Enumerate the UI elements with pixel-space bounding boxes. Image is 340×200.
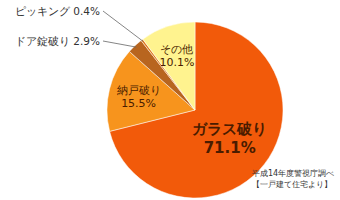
value-label: 0.4%	[73, 5, 100, 17]
category-label: ガラス破り	[192, 120, 267, 138]
chart: ガラス破り71.1% 納戸破り15.5% ドア錠破り2.9% ピッキング0.4% その他…	[0, 0, 340, 200]
category-label: その他	[160, 43, 193, 56]
category-label: ピッキング	[15, 5, 71, 17]
value-label: 2.9%	[73, 35, 100, 47]
annotation: 平成14年度警視庁調べ	[252, 169, 334, 178]
value-label: 10.1%	[159, 56, 194, 69]
category-label: 納戸破り	[117, 84, 161, 97]
category-label: ドア錠破り	[15, 35, 70, 47]
value-label: 15.5%	[121, 97, 156, 110]
leader-line	[103, 41, 136, 47]
data-label: ピッキング0.4%	[15, 5, 100, 17]
data-label: ドア錠破り2.9%	[15, 35, 100, 47]
leader-line	[103, 11, 143, 41]
value-label: 71.1%	[204, 139, 256, 157]
annotation: 【一戸建て住宅より】	[252, 180, 332, 189]
labels: ガラス破り71.1% 納戸破り15.5% ドア錠破り2.9% ピッキング0.4% その他…	[15, 5, 267, 157]
